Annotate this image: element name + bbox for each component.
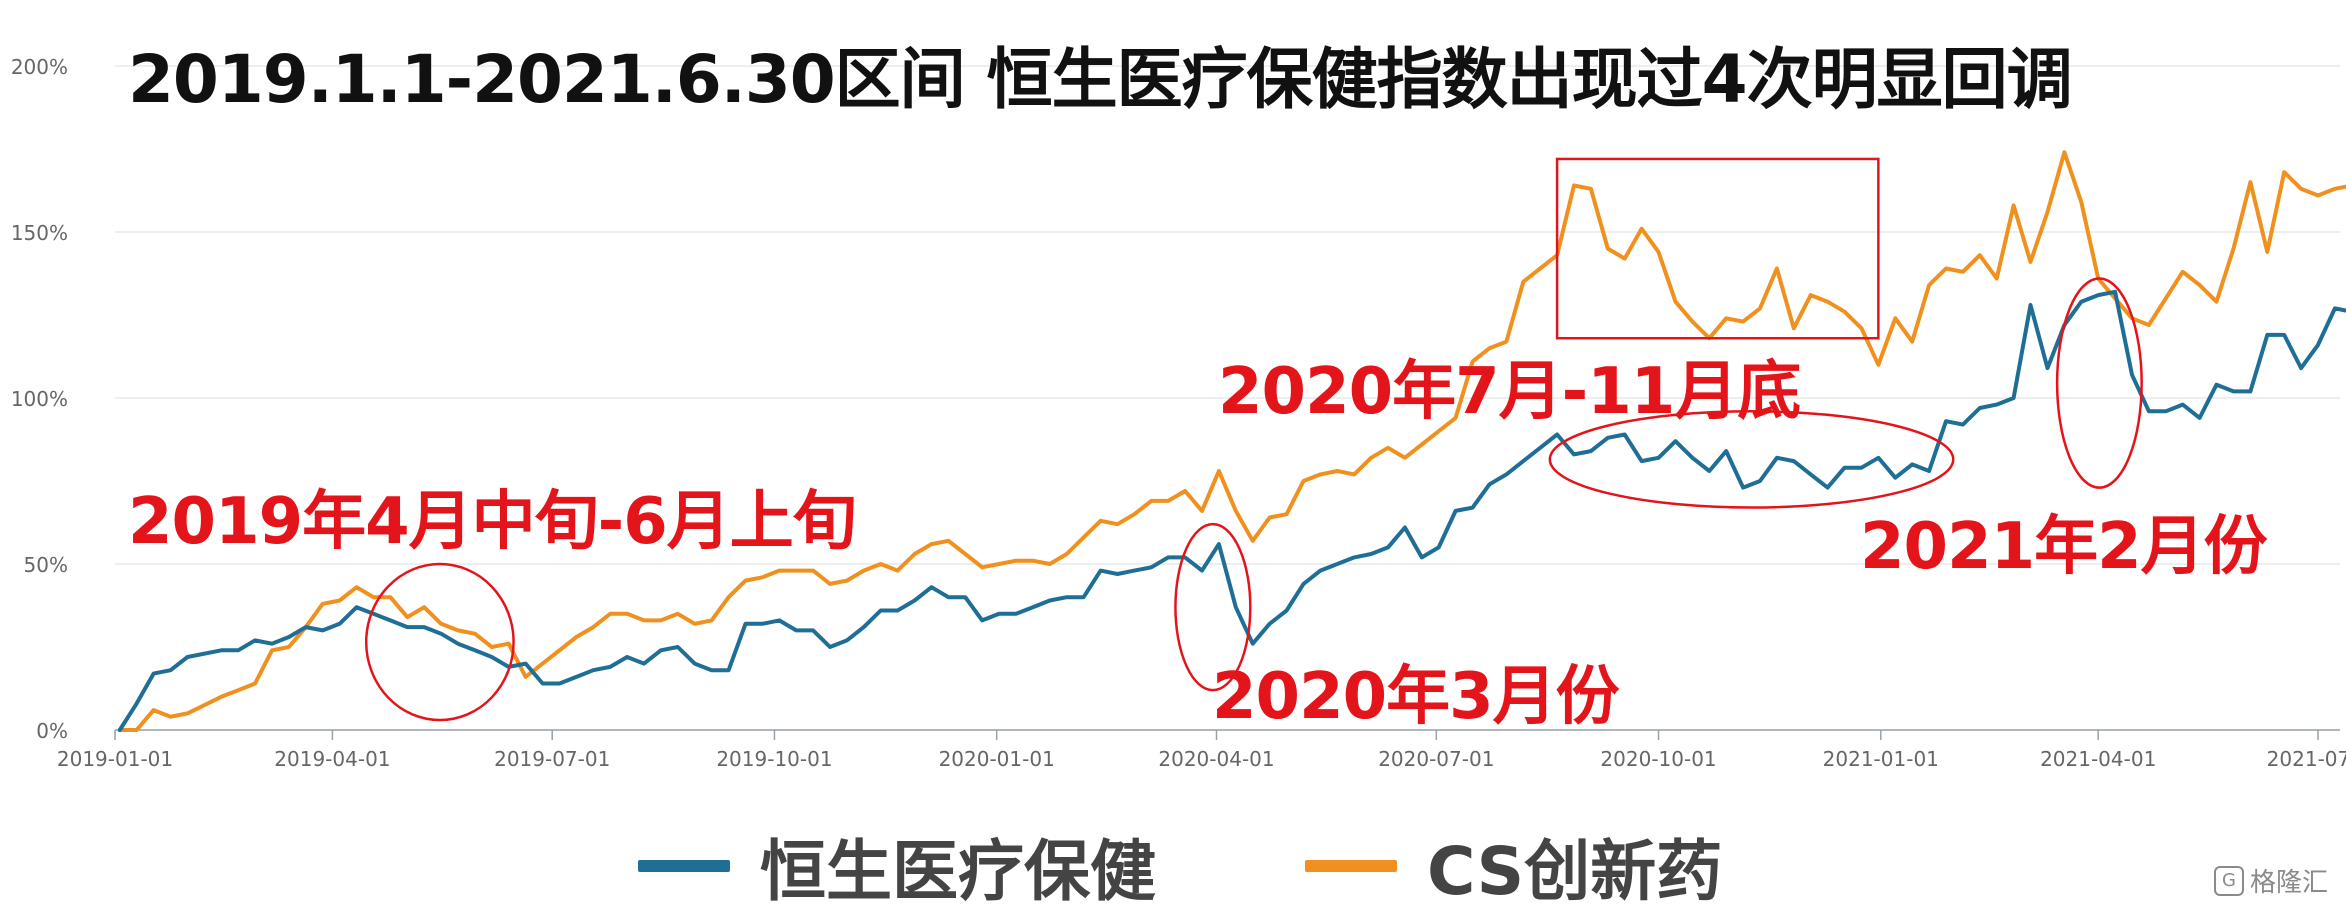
x-tick-label: 2021-01-01: [1823, 747, 1939, 771]
y-tick-label: 0%: [36, 719, 68, 743]
highlight-rect-2: [1555, 157, 1880, 340]
x-tick-label: 2021-07...: [2267, 747, 2346, 771]
x-tick-label: 2020-01-01: [939, 747, 1055, 771]
legend-item-hsh: 恒生医疗保健: [638, 818, 1156, 914]
chart-title: 2019.1.1-2021.6.30区间 恒生医疗保健指数出现过4次明显回调: [128, 41, 2073, 118]
highlight-ellipse-0: [364, 562, 515, 722]
y-axis: 0% 50% 100% 150% 200%: [11, 55, 68, 743]
y-tick-label: 50%: [24, 553, 68, 577]
y-tick-label: 100%: [11, 387, 68, 411]
x-axis: 2019-01-01 2019-04-01 2019-07-01 2019-10-01…: [57, 729, 2346, 771]
annotation-2021-feb: 2021年2月份: [1860, 510, 2268, 584]
legend-label-cs: CS创新药: [1427, 833, 1723, 910]
x-tick-label: 2019-10-01: [716, 747, 832, 771]
x-tick-label: 2019-04-01: [274, 747, 390, 771]
highlight-shapes: [364, 157, 2143, 722]
x-tick-label: 2021-04-01: [2040, 747, 2156, 771]
legend-label-hsh: 恒生医疗保健: [760, 833, 1156, 910]
series-lines: [117, 150, 2346, 732]
x-tick-label: 2020-10-01: [1600, 747, 1716, 771]
legend-swatch-cs: [1305, 860, 1397, 872]
legend: 恒生医疗保健 CS创新药: [0, 818, 2346, 910]
legend-swatch-hsh: [638, 860, 730, 872]
series-line-0: [117, 289, 2346, 732]
watermark: G 格隆汇: [2213, 862, 2328, 899]
highlight-ellipse-4: [2055, 277, 2143, 489]
x-tick-label: 2020-04-01: [1158, 747, 1274, 771]
watermark-text: 格隆汇: [2249, 868, 2328, 898]
x-tick-label: 2020-07-01: [1378, 747, 1494, 771]
legend-item-cs: CS创新药: [1305, 818, 1722, 914]
y-tick-label: 150%: [11, 221, 68, 245]
y-tick-label: 200%: [11, 55, 68, 79]
highlight-ellipse-1: [1174, 522, 1252, 692]
series-line-1: [117, 150, 2346, 732]
annotation-2020-mar: 2020年3月份: [1212, 660, 1620, 734]
x-tick-label: 2019-07-01: [494, 747, 610, 771]
x-tick-label: 2019-01-01: [57, 747, 173, 771]
annotation-2019-apr-jun: 2019年4月中旬-6月上旬: [128, 485, 857, 559]
highlight-ellipse-3: [1548, 410, 1955, 509]
annotation-2020-jul-nov: 2020年7月-11月底: [1218, 355, 1801, 429]
gelonghui-logo-icon: G: [2213, 865, 2244, 896]
